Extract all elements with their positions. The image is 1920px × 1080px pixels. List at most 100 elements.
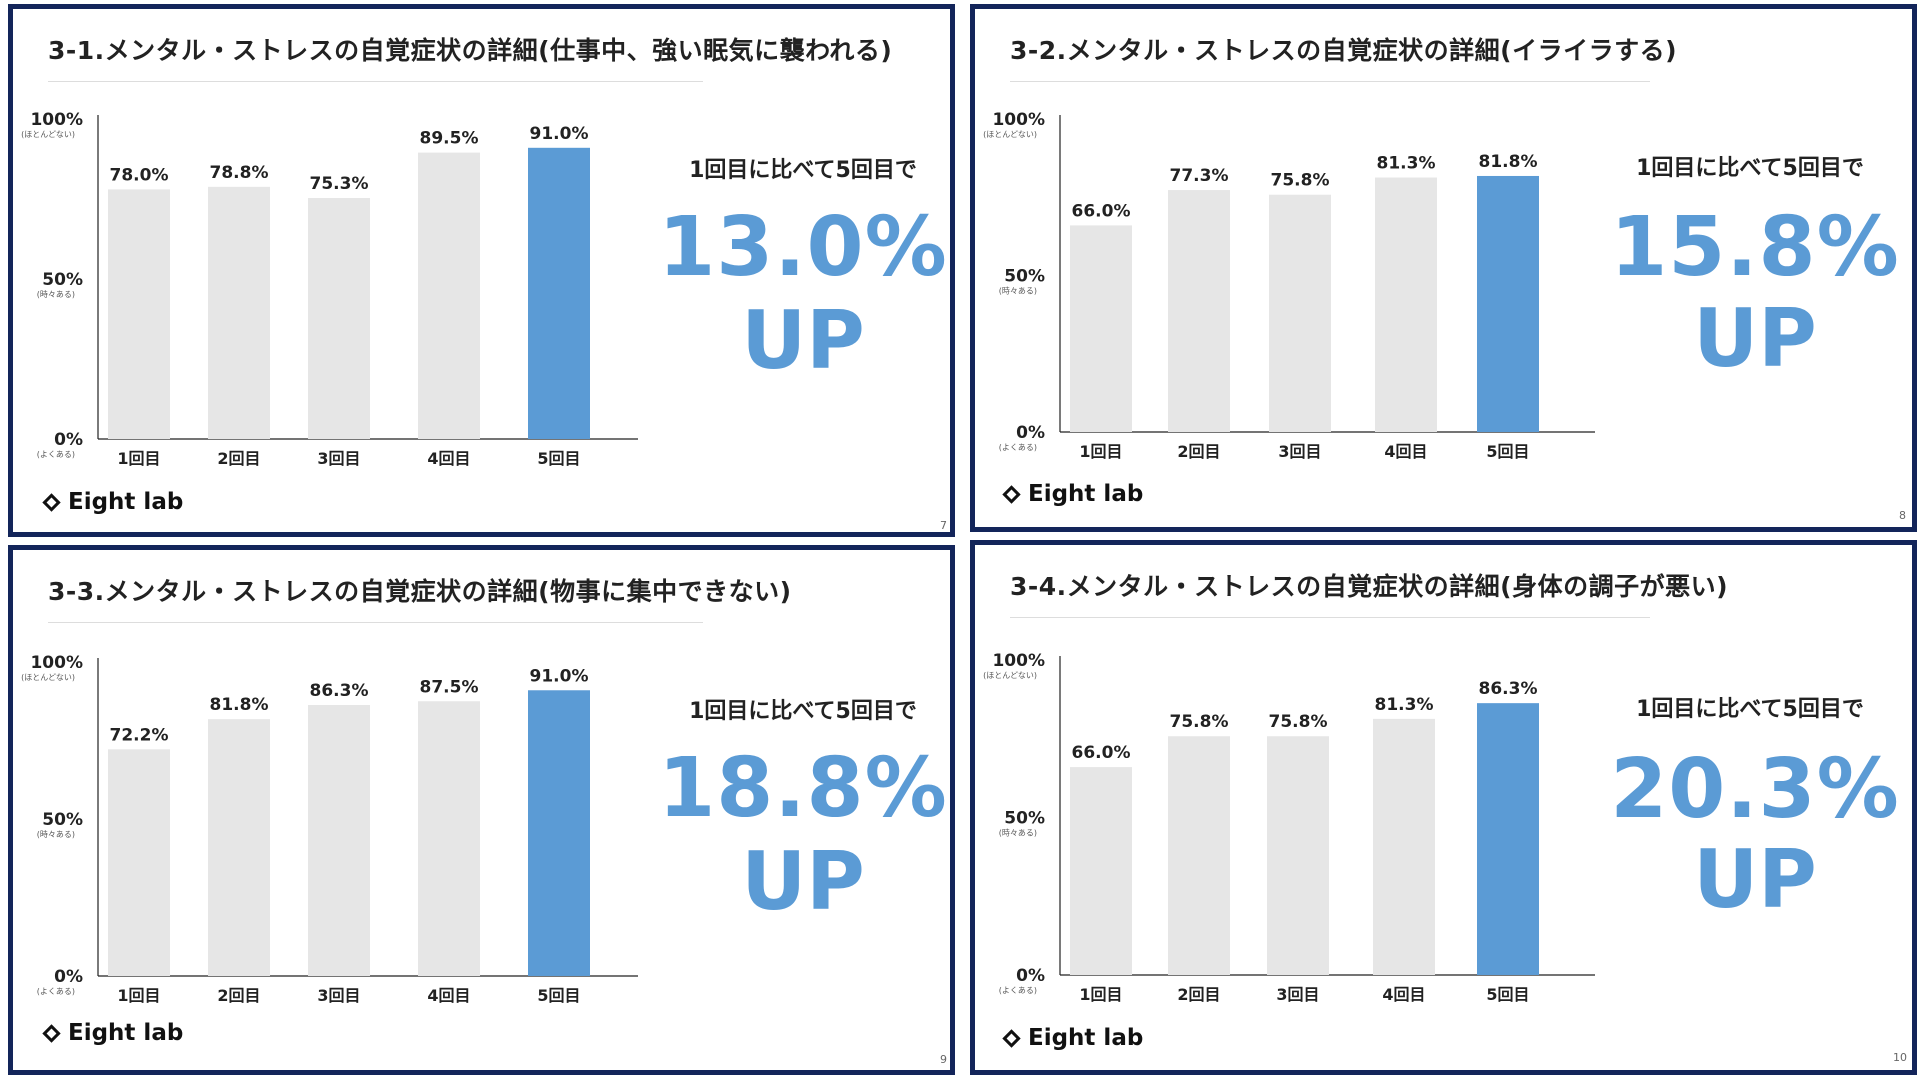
bar-value-label: 77.3% bbox=[1170, 166, 1229, 186]
y-tick-label: 50% bbox=[1004, 267, 1045, 287]
increase-percentage: 18.8% bbox=[658, 741, 948, 836]
bar bbox=[418, 701, 480, 976]
page-number: 10 bbox=[1893, 1051, 1907, 1064]
title-divider bbox=[1010, 81, 1650, 82]
logo-diamond-icon bbox=[1002, 484, 1021, 504]
x-category-label: 1回目 bbox=[117, 986, 160, 1005]
comparison-label: 1回目に比べて5回目で bbox=[689, 158, 917, 183]
title-divider bbox=[1010, 617, 1650, 618]
x-category-label: 4回目 bbox=[1384, 442, 1427, 461]
bar bbox=[1168, 190, 1230, 432]
x-category-label: 4回目 bbox=[1382, 985, 1425, 1004]
y-tick-label: 0% bbox=[54, 430, 83, 450]
y-tick-sublabel: (ほとんどない) bbox=[21, 673, 75, 682]
x-category-label: 1回目 bbox=[1079, 985, 1122, 1004]
x-category-label: 2回目 bbox=[217, 986, 260, 1005]
bar bbox=[1070, 225, 1132, 432]
y-tick-sublabel: (時々ある) bbox=[37, 830, 75, 839]
bar-value-label: 66.0% bbox=[1072, 201, 1131, 221]
slide-title: 3-4.メンタル・ストレスの自覚症状の詳細(身体の調子が悪い) bbox=[1010, 572, 1729, 601]
bar-value-label: 78.0% bbox=[110, 165, 169, 185]
comparison-label: 1回目に比べて5回目で bbox=[689, 699, 917, 724]
comparison-label: 1回目に比べて5回目で bbox=[1636, 156, 1864, 181]
up-label: UP bbox=[1693, 833, 1817, 926]
bar-chart: 100%(ほとんどない) 50%(時々ある) 0%(よくある) 72.2% 1回目 81.… bbox=[21, 653, 638, 1005]
y-tick-label: 0% bbox=[1016, 966, 1045, 986]
bar-value-label: 78.8% bbox=[210, 163, 269, 183]
x-category-label: 3回目 bbox=[317, 986, 360, 1005]
y-tick-sublabel: (ほとんどない) bbox=[983, 130, 1037, 139]
y-tick-sublabel: (よくある) bbox=[999, 443, 1037, 452]
logo-diamond-icon bbox=[42, 492, 61, 512]
bar bbox=[308, 705, 370, 976]
x-category-label: 2回目 bbox=[217, 449, 260, 468]
logo-text: Eight lab bbox=[68, 489, 184, 515]
y-tick-sublabel: (よくある) bbox=[37, 450, 75, 459]
bar bbox=[1168, 736, 1230, 975]
y-tick-label: 100% bbox=[992, 110, 1045, 130]
y-tick-sublabel: (時々ある) bbox=[37, 290, 75, 299]
y-tick-label: 0% bbox=[1016, 423, 1045, 443]
slide-title: 3-3.メンタル・ストレスの自覚症状の詳細(物事に集中できない) bbox=[48, 577, 792, 606]
up-label: UP bbox=[1693, 292, 1817, 385]
bar-value-label: 66.0% bbox=[1072, 743, 1131, 763]
y-tick-label: 50% bbox=[1004, 809, 1045, 829]
bar-value-label: 75.8% bbox=[1271, 171, 1330, 191]
title-divider bbox=[48, 81, 703, 82]
y-tick-label: 100% bbox=[30, 110, 83, 130]
bar-value-label: 75.8% bbox=[1170, 712, 1229, 732]
bar-value-label: 75.3% bbox=[310, 174, 369, 194]
increase-percentage: 13.0% bbox=[658, 200, 948, 295]
bar-chart: 100%(ほとんどない) 50%(時々ある) 0%(よくある) 66.0% 1回目 77.… bbox=[983, 110, 1595, 461]
up-label: UP bbox=[741, 835, 865, 928]
bar-value-label: 86.3% bbox=[310, 681, 369, 701]
page-number: 7 bbox=[940, 519, 947, 532]
page-number: 8 bbox=[1899, 509, 1906, 522]
slide-10: 3-4.メンタル・ストレスの自覚症状の詳細(身体の調子が悪い) 100% (ほとん… bbox=[970, 540, 1917, 1075]
y-tick-label: 0% bbox=[54, 967, 83, 987]
bar-value-label: 86.3% bbox=[1479, 679, 1538, 699]
comparison-label: 1回目に比べて5回目で bbox=[1636, 697, 1864, 722]
y-tick-sublabel: (時々ある) bbox=[999, 829, 1037, 838]
y-tick-sublabel: (ほとんどない) bbox=[983, 671, 1037, 680]
x-category-label: 1回目 bbox=[117, 449, 160, 468]
bar bbox=[1477, 175, 1539, 432]
bar bbox=[1070, 767, 1132, 975]
bar-value-label: 91.0% bbox=[530, 666, 589, 686]
logo-text: Eight lab bbox=[68, 1020, 184, 1046]
bar bbox=[418, 152, 480, 439]
title-divider bbox=[48, 622, 703, 623]
y-tick-label: 100% bbox=[30, 653, 83, 673]
y-tick-sublabel: (よくある) bbox=[37, 987, 75, 996]
x-category-label: 5回目 bbox=[1486, 985, 1529, 1004]
bar-chart: 100%(ほとんどない) 50%(時々ある) 0%(よくある) 78.0% 1回目 78.… bbox=[21, 110, 638, 468]
bar bbox=[208, 186, 270, 439]
bar bbox=[108, 189, 170, 439]
bar-chart: 100%(ほとんどない) 50%(時々ある) 0%(よくある) 66.0% 1回目 75.… bbox=[983, 651, 1595, 1004]
increase-percentage: 15.8% bbox=[1610, 200, 1900, 295]
bar-value-label: 91.0% bbox=[530, 124, 589, 144]
logo-diamond-icon bbox=[1002, 1028, 1021, 1048]
y-tick-sublabel: (よくある) bbox=[999, 986, 1037, 995]
y-tick-label: 50% bbox=[42, 810, 83, 830]
bar bbox=[1269, 194, 1331, 432]
x-category-label: 4回目 bbox=[427, 449, 470, 468]
bar bbox=[528, 690, 590, 976]
y-tick-label: 100% bbox=[992, 651, 1045, 671]
x-category-label: 3回目 bbox=[1278, 442, 1321, 461]
bar bbox=[1267, 736, 1329, 975]
x-category-label: 2回目 bbox=[1177, 442, 1220, 461]
bar-value-label: 81.8% bbox=[1479, 152, 1538, 172]
bar bbox=[108, 749, 170, 976]
bar-value-label: 75.8% bbox=[1269, 712, 1328, 732]
y-tick-sublabel: (ほとんどない) bbox=[21, 130, 75, 139]
bar-value-label: 89.5% bbox=[420, 129, 479, 149]
logo-text: Eight lab bbox=[1028, 1025, 1144, 1051]
y-tick-label: 50% bbox=[42, 270, 83, 290]
bar bbox=[528, 147, 590, 440]
slide-8: 3-2.メンタル・ストレスの自覚症状の詳細(イライラする) 100% (ほとんどな… bbox=[970, 4, 1917, 532]
bar-value-label: 87.5% bbox=[420, 677, 479, 697]
x-category-label: 5回目 bbox=[537, 449, 580, 468]
bar bbox=[1373, 718, 1435, 975]
x-category-label: 3回目 bbox=[317, 449, 360, 468]
